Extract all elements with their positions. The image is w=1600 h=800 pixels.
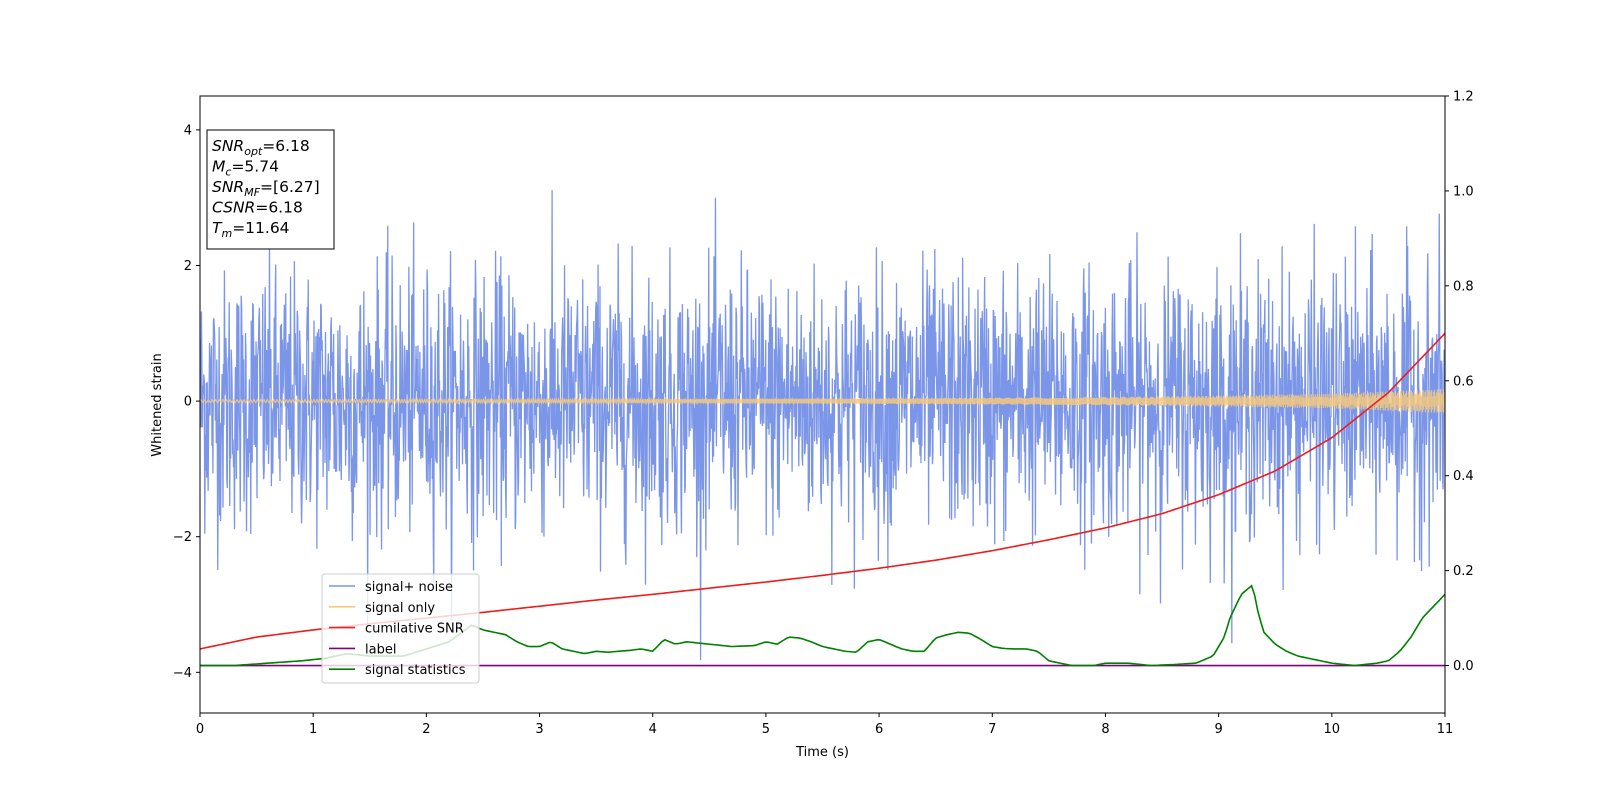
x-tick-label: 5 bbox=[762, 722, 770, 737]
x-tick-label: 4 bbox=[649, 722, 657, 737]
legend-label: signal only bbox=[365, 601, 435, 616]
annotation-line: Mc=5.74 bbox=[212, 158, 279, 179]
x-tick-label: 11 bbox=[1437, 722, 1454, 737]
legend: signal+ noise signal only cumilative SNR la… bbox=[321, 573, 480, 684]
annotation-line: SNRMF=[6.27] bbox=[212, 178, 320, 199]
series-signal-noise bbox=[200, 190, 1445, 661]
x-axis-label: Time (s) bbox=[795, 745, 849, 760]
x-tick-label: 10 bbox=[1324, 722, 1341, 737]
y-tick-label: −2 bbox=[173, 530, 192, 545]
x-tick-label: 1 bbox=[309, 722, 317, 737]
x-tick-label: 6 bbox=[875, 722, 883, 737]
x-tick-label: 9 bbox=[1214, 722, 1222, 737]
y-axis-label: Whitened strain bbox=[150, 353, 165, 456]
y2-tick-label: 1.0 bbox=[1453, 184, 1474, 199]
y2-tick-label: 0.2 bbox=[1453, 564, 1474, 579]
legend-item: signal statistics bbox=[329, 663, 466, 678]
x-tick-label: 8 bbox=[1101, 722, 1109, 737]
legend-label: signal statistics bbox=[365, 663, 466, 678]
legend-item: signal+ noise bbox=[329, 580, 453, 595]
y-tick-label: 2 bbox=[184, 259, 192, 274]
y2-tick-label: 0.4 bbox=[1453, 469, 1474, 484]
y-tick-label: −4 bbox=[173, 666, 192, 681]
y2-tick-label: 0.6 bbox=[1453, 374, 1474, 389]
x-tick-label: 0 bbox=[196, 722, 204, 737]
y2-tick-label: 1.2 bbox=[1453, 90, 1474, 105]
legend-label: signal+ noise bbox=[365, 580, 453, 595]
annotation-line: SNRopt=6.18 bbox=[212, 137, 310, 158]
legend-label: cumilative SNR bbox=[365, 622, 464, 637]
annotation-line: CSNR=6.18 bbox=[212, 199, 303, 217]
x-tick-label: 2 bbox=[422, 722, 430, 737]
y-tick-label: 0 bbox=[184, 395, 192, 410]
plot-frame bbox=[199, 95, 1446, 714]
legend-item: label bbox=[329, 642, 396, 657]
y-tick-label: 4 bbox=[184, 123, 192, 138]
legend-label: label bbox=[365, 642, 396, 657]
legend-item: cumilative SNR bbox=[329, 622, 464, 637]
annotation-line: Tm=11.64 bbox=[212, 219, 290, 240]
legend-item: signal only bbox=[329, 601, 435, 616]
y2-tick-label: 0.0 bbox=[1453, 659, 1474, 674]
x-tick-label: 3 bbox=[535, 722, 543, 737]
axes: 0 1 2 3 4 5 6 7 8 9 10 11 4 2 0 −2 −4 1.2 1.0 0.8 0.6 0.4 0.2 0… bbox=[173, 90, 1474, 738]
x-tick-label: 7 bbox=[988, 722, 996, 737]
y2-tick-label: 0.8 bbox=[1453, 279, 1474, 294]
series-signal-only bbox=[200, 389, 1445, 413]
